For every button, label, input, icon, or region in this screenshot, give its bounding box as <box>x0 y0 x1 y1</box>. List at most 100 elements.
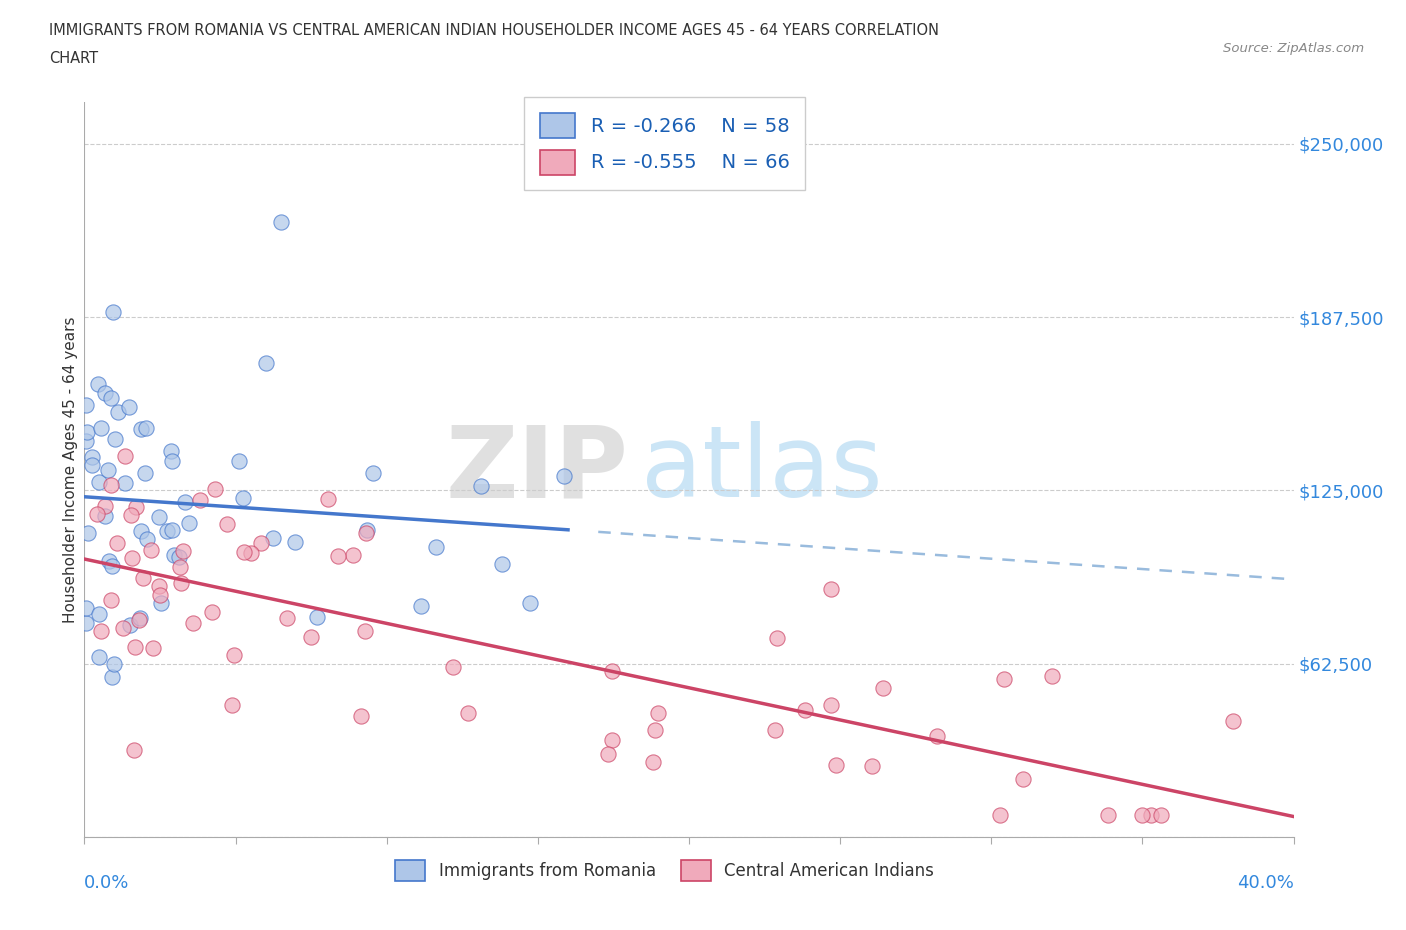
Point <box>824 758 846 773</box>
Point <box>170 576 193 591</box>
Point <box>927 728 949 743</box>
Point <box>232 491 254 506</box>
Point <box>111 620 134 635</box>
Point <box>80 450 103 465</box>
Point <box>217 517 239 532</box>
Point <box>131 421 153 436</box>
Point <box>80 458 103 472</box>
Point <box>356 525 378 540</box>
Point <box>222 648 245 663</box>
Point <box>75 398 97 413</box>
Point <box>121 551 143 565</box>
Point <box>766 631 789 645</box>
Point <box>100 592 122 607</box>
Point <box>167 550 190 565</box>
Text: CHART: CHART <box>49 51 98 66</box>
Point <box>249 536 271 551</box>
Point <box>1012 772 1035 787</box>
Point <box>361 465 384 480</box>
Point <box>299 630 322 644</box>
Point <box>993 671 1015 686</box>
Point <box>233 544 256 559</box>
Point <box>124 499 146 514</box>
Point <box>114 476 136 491</box>
Point <box>221 698 243 712</box>
Point <box>101 304 124 319</box>
Point <box>124 742 146 757</box>
Point <box>600 733 623 748</box>
Point <box>872 681 894 696</box>
Point <box>342 548 364 563</box>
Point <box>644 723 666 737</box>
Point <box>75 616 97 631</box>
Point <box>98 553 121 568</box>
Point <box>284 535 307 550</box>
Point <box>100 391 122 405</box>
Point <box>254 355 277 370</box>
Point <box>441 659 464 674</box>
Point <box>128 612 150 627</box>
Point <box>318 492 340 507</box>
Point <box>149 588 172 603</box>
Point <box>600 664 623 679</box>
Point <box>860 759 883 774</box>
Point <box>204 482 226 497</box>
Point <box>1040 669 1063 684</box>
Point <box>100 559 122 574</box>
Point <box>356 523 378 538</box>
Point <box>105 536 128 551</box>
Point <box>411 599 433 614</box>
Point <box>90 420 112 435</box>
Point <box>519 595 541 610</box>
Point <box>87 377 110 392</box>
Point <box>156 524 179 538</box>
Point <box>148 579 170 594</box>
Point <box>132 570 155 585</box>
Point <box>553 468 575 483</box>
Point <box>87 606 110 621</box>
Text: 40.0%: 40.0% <box>1237 874 1294 892</box>
Point <box>141 641 163 656</box>
Point <box>76 424 98 439</box>
Point <box>87 475 110 490</box>
Point <box>457 705 479 720</box>
Point <box>103 657 125 671</box>
Point <box>173 495 195 510</box>
Point <box>179 516 201 531</box>
Point <box>163 547 186 562</box>
Text: 0.0%: 0.0% <box>84 874 129 892</box>
Point <box>1130 807 1153 822</box>
Point <box>470 478 492 493</box>
Point <box>86 507 108 522</box>
Point <box>129 610 152 625</box>
Point <box>120 508 142 523</box>
Point <box>276 611 298 626</box>
Point <box>93 509 115 524</box>
Point <box>162 454 184 469</box>
Point <box>75 601 97 616</box>
Point <box>135 420 157 435</box>
Point <box>598 746 620 761</box>
Point <box>270 214 292 229</box>
Point <box>160 444 183 458</box>
Y-axis label: Householder Income Ages 45 - 64 years: Householder Income Ages 45 - 64 years <box>63 316 77 623</box>
Point <box>239 546 262 561</box>
Point <box>353 623 375 638</box>
Point <box>1140 807 1163 822</box>
Point <box>263 531 285 546</box>
Point <box>326 549 349 564</box>
Point <box>201 604 224 619</box>
Point <box>149 595 172 610</box>
Point <box>228 454 250 469</box>
Point <box>350 708 373 723</box>
Text: ZIP: ZIP <box>446 421 628 518</box>
Point <box>134 465 156 480</box>
Point <box>94 385 117 400</box>
Point <box>1097 807 1119 822</box>
Legend: Immigrants from Romania, Central American Indians: Immigrants from Romania, Central America… <box>382 846 948 895</box>
Point <box>141 542 163 557</box>
Text: IMMIGRANTS FROM ROMANIA VS CENTRAL AMERICAN INDIAN HOUSEHOLDER INCOME AGES 45 - : IMMIGRANTS FROM ROMANIA VS CENTRAL AMERI… <box>49 23 939 38</box>
Point <box>643 754 665 769</box>
Point <box>135 532 157 547</box>
Point <box>87 649 110 664</box>
